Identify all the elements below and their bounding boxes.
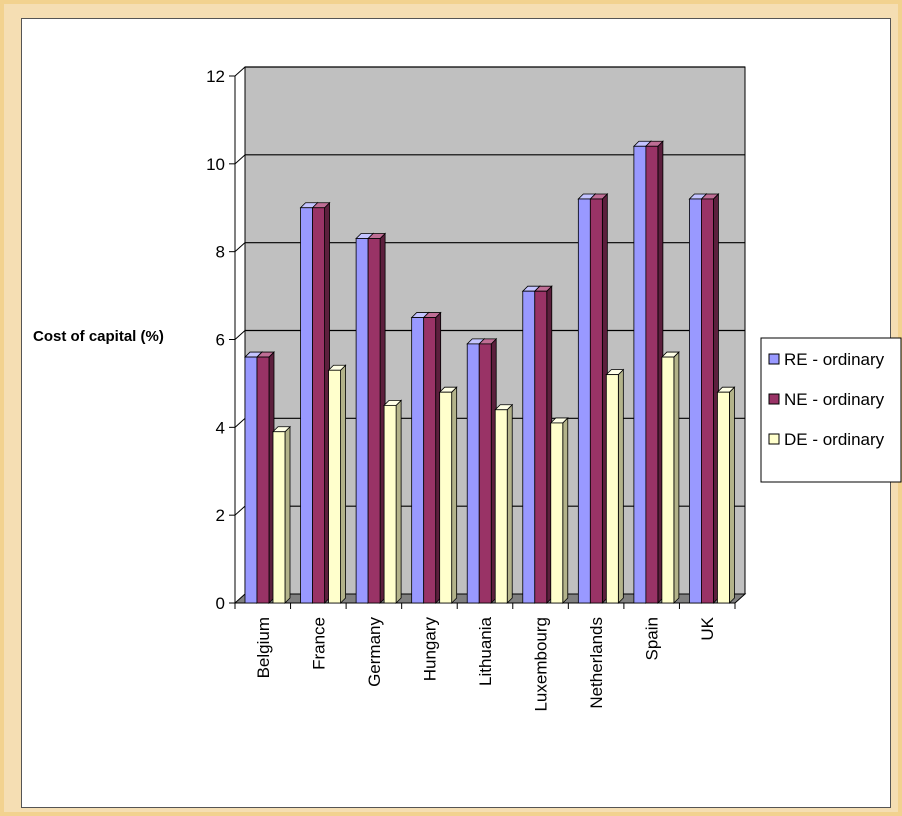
legend-box — [760, 337, 902, 483]
y-tick-label: 12 — [206, 67, 225, 86]
y-tick-label: 6 — [216, 331, 225, 350]
bar-de-spain — [660, 351, 680, 604]
bar-de-netherlands — [605, 368, 625, 604]
bar-de-germany — [383, 399, 403, 604]
bar-de-lithuania — [494, 403, 514, 604]
legend-label-ne: NE - ordinary — [784, 390, 885, 409]
bar-ne-belgium — [256, 351, 275, 604]
legend-label-de: DE - ordinary — [784, 430, 885, 449]
gridline-side — [234, 417, 246, 428]
y-tick-label: 2 — [216, 506, 225, 525]
bar-de-uk — [716, 386, 736, 604]
gridline-side — [234, 242, 246, 253]
gridline-side — [234, 154, 246, 165]
x-tick-label: Belgium — [254, 617, 273, 678]
legend-label-re: RE - ordinary — [784, 350, 885, 369]
bar-de-belgium — [272, 425, 291, 604]
gridline-side — [234, 66, 246, 77]
bar-ne-uk — [700, 193, 720, 604]
x-tick-label: UK — [698, 616, 717, 640]
bar-de-luxembourg — [549, 416, 569, 604]
gridline-side — [234, 505, 246, 516]
y-axis-label: Cost of capital (%) — [33, 328, 164, 345]
y-tick-label: 10 — [206, 155, 225, 174]
y-tick-label: 4 — [216, 418, 225, 437]
x-tick-label: Luxembourg — [532, 617, 551, 712]
bar-de-hungary — [438, 386, 458, 604]
gridline-side — [234, 330, 246, 340]
legend: RE - ordinary NE - ordinary DE - ordinary — [760, 337, 902, 483]
bar-ne-germany — [367, 232, 387, 604]
legend-swatch-re — [768, 353, 780, 365]
bar-ne-spain — [644, 140, 664, 604]
y-tick-labels: 0 2 4 6 8 10 12 — [206, 67, 225, 613]
bars — [244, 140, 736, 604]
bar-ne-lithuania — [478, 337, 498, 604]
y-tick-label: 0 — [216, 594, 225, 613]
bar-ne-luxembourg — [533, 285, 553, 604]
bar-ne-france — [311, 201, 331, 604]
x-tick-label: Hungary — [420, 617, 439, 682]
legend-swatch-ne — [768, 393, 780, 405]
bar-ne-netherlands — [589, 193, 609, 604]
x-tick-label: Germany — [365, 617, 384, 687]
x-tick-label: France — [309, 617, 328, 670]
y-tick-label: 8 — [216, 243, 225, 262]
legend-swatch-de — [768, 433, 780, 445]
x-tick-label: Spain — [643, 617, 662, 660]
bar-de-france — [327, 364, 347, 604]
x-tick-label: Netherlands — [587, 617, 606, 709]
bar-ne-hungary — [422, 311, 442, 604]
x-tick-labels: Belgium France Germany Hungary Lithuania Luxe… — [254, 616, 717, 711]
x-tick-label: Lithuania — [476, 616, 495, 686]
